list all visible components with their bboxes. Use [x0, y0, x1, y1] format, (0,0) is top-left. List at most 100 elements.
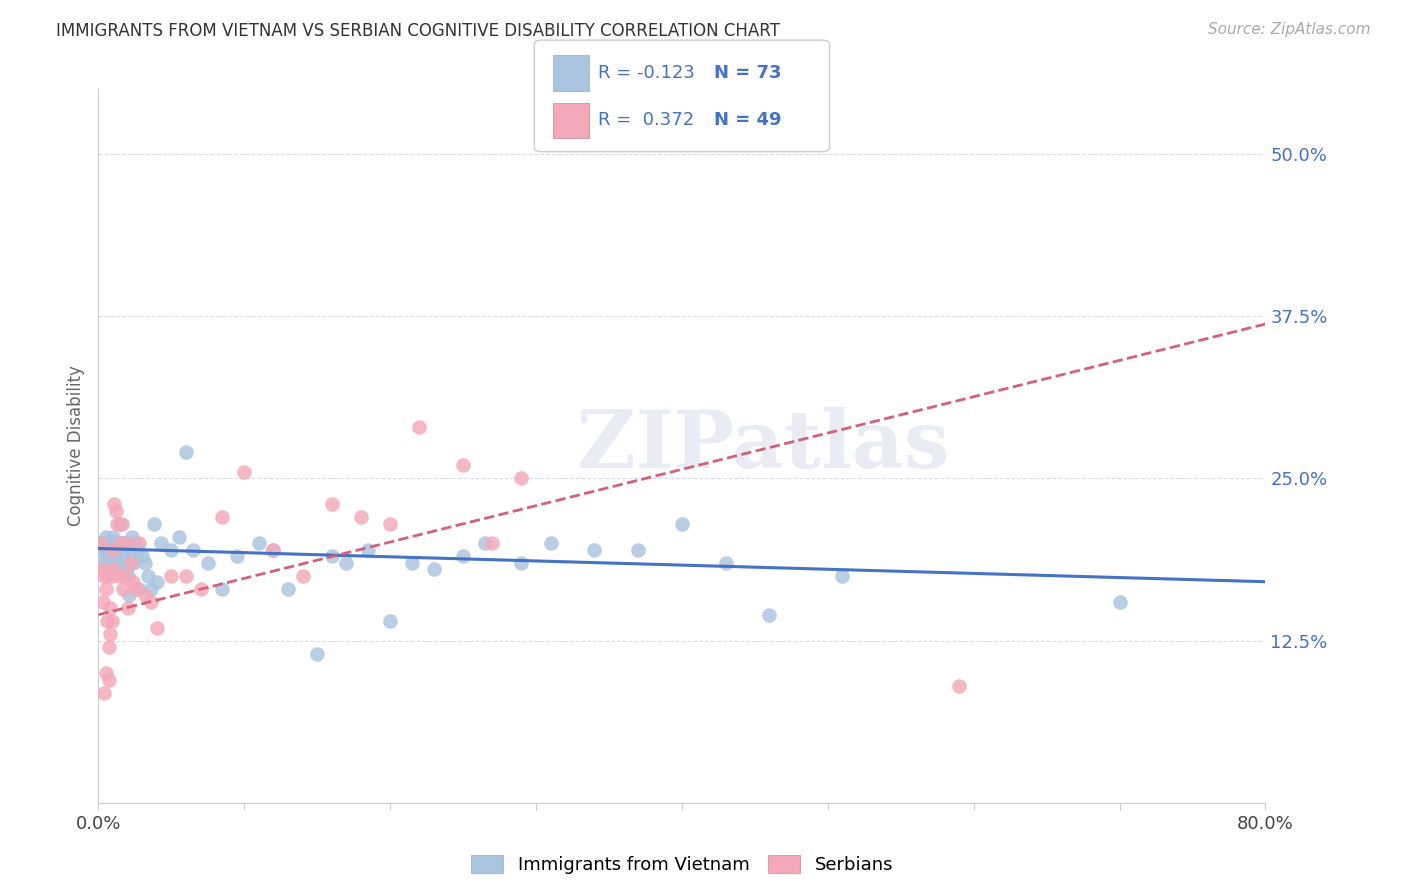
Point — [262, 542, 284, 557]
Point — [110, 516, 132, 531]
Point — [117, 568, 139, 582]
Point — [134, 556, 156, 570]
Point — [423, 562, 446, 576]
Point — [96, 614, 118, 628]
Point — [134, 588, 156, 602]
Text: N = 73: N = 73 — [714, 64, 782, 82]
Point — [139, 582, 162, 596]
Point — [110, 536, 132, 550]
Point — [101, 542, 124, 557]
Point — [307, 647, 329, 661]
Y-axis label: Cognitive Disability: Cognitive Disability — [66, 366, 84, 526]
Text: ZIPatlas: ZIPatlas — [578, 407, 949, 485]
Point — [118, 588, 141, 602]
Point — [94, 549, 117, 564]
Point — [380, 516, 402, 531]
Point — [627, 542, 650, 557]
Point — [100, 536, 122, 550]
Point — [321, 549, 343, 564]
Point — [121, 530, 143, 544]
Point — [127, 542, 149, 557]
Point — [190, 582, 212, 596]
Point — [93, 536, 115, 550]
Point — [211, 510, 233, 524]
Point — [108, 568, 131, 582]
Point — [115, 562, 138, 576]
Point — [101, 542, 124, 557]
Text: Source: ZipAtlas.com: Source: ZipAtlas.com — [1208, 22, 1371, 37]
Point — [247, 536, 270, 550]
Point — [111, 536, 134, 550]
Point — [451, 549, 474, 564]
Point — [233, 465, 256, 479]
Point — [540, 536, 562, 550]
Point — [110, 536, 132, 550]
Point — [97, 640, 120, 654]
Point — [380, 614, 402, 628]
Point — [131, 549, 153, 564]
Point — [105, 516, 128, 531]
Point — [357, 542, 380, 557]
Point — [94, 666, 117, 681]
Point — [291, 568, 314, 582]
Point — [94, 582, 117, 596]
Point — [160, 568, 183, 582]
Point — [321, 497, 343, 511]
Point — [96, 556, 118, 570]
Point — [128, 536, 150, 550]
Point — [335, 556, 357, 570]
Point — [226, 549, 249, 564]
Point — [114, 568, 136, 582]
Point — [583, 542, 606, 557]
Point — [831, 568, 853, 582]
Point — [139, 595, 162, 609]
Point — [124, 536, 146, 550]
Text: N = 49: N = 49 — [714, 112, 782, 129]
Point — [115, 536, 138, 550]
Point — [98, 601, 121, 615]
Point — [277, 582, 299, 596]
Point — [112, 536, 135, 550]
Point — [136, 568, 159, 582]
Point — [97, 549, 120, 564]
Point — [146, 621, 169, 635]
Point — [451, 458, 474, 473]
Point — [120, 556, 142, 570]
Point — [103, 536, 125, 550]
Point — [181, 542, 204, 557]
Point — [103, 542, 125, 557]
Point — [401, 556, 423, 570]
Point — [125, 582, 148, 596]
Point — [948, 679, 970, 693]
Point — [150, 536, 173, 550]
Point — [262, 542, 284, 557]
Point — [714, 556, 737, 570]
Text: R = -0.123: R = -0.123 — [598, 64, 695, 82]
Point — [91, 542, 114, 557]
Point — [174, 568, 197, 582]
Legend: Immigrants from Vietnam, Serbians: Immigrants from Vietnam, Serbians — [464, 847, 900, 881]
Point — [142, 516, 165, 531]
Point — [104, 542, 127, 557]
Text: IMMIGRANTS FROM VIETNAM VS SERBIAN COGNITIVE DISABILITY CORRELATION CHART: IMMIGRANTS FROM VIETNAM VS SERBIAN COGNI… — [56, 22, 780, 40]
Point — [350, 510, 373, 524]
Point — [104, 504, 127, 518]
Point — [120, 542, 142, 557]
Point — [96, 542, 118, 557]
Point — [105, 536, 128, 550]
Point — [100, 614, 122, 628]
Point — [97, 536, 120, 550]
Point — [481, 536, 503, 550]
Point — [98, 542, 121, 557]
Point — [122, 556, 145, 570]
Point — [146, 575, 169, 590]
Point — [101, 562, 124, 576]
Point — [101, 530, 124, 544]
Point — [98, 556, 121, 570]
Point — [758, 607, 780, 622]
Point — [98, 627, 121, 641]
Point — [174, 445, 197, 459]
Point — [93, 568, 115, 582]
Point — [167, 530, 190, 544]
Point — [510, 556, 533, 570]
